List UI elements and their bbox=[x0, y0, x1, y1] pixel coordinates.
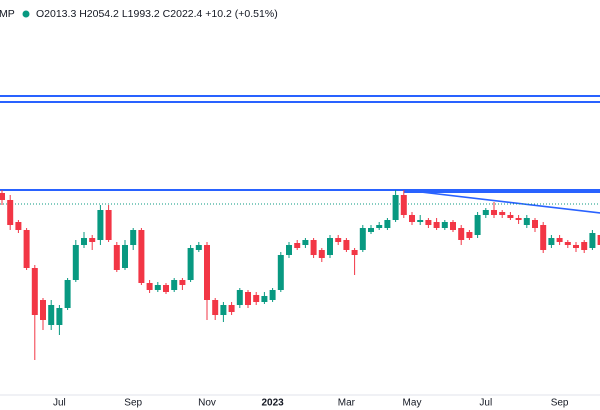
candle-body bbox=[64, 280, 71, 308]
candle-body bbox=[368, 228, 374, 232]
candle-body bbox=[441, 222, 448, 228]
candle-body bbox=[597, 235, 600, 245]
candle-body bbox=[507, 215, 514, 218]
candle-body bbox=[31, 268, 38, 315]
candle-body bbox=[540, 225, 547, 250]
candle-body bbox=[15, 222, 22, 230]
candle-body bbox=[0, 193, 5, 200]
candle-body bbox=[589, 233, 596, 248]
candle-body bbox=[351, 250, 358, 255]
candle-body bbox=[466, 232, 473, 238]
candle-body bbox=[327, 238, 333, 255]
candle-body bbox=[130, 230, 137, 245]
candle-body bbox=[491, 210, 497, 215]
candle-body bbox=[171, 280, 178, 290]
candle-body bbox=[359, 228, 366, 250]
candle-body bbox=[318, 250, 325, 258]
candle-body bbox=[23, 230, 30, 268]
candle-body bbox=[253, 295, 260, 302]
x-tick-label: Mar bbox=[338, 398, 356, 409]
candle-body bbox=[163, 285, 169, 292]
candle-body bbox=[343, 240, 350, 250]
candle-body bbox=[72, 245, 79, 280]
candle-body bbox=[105, 210, 112, 240]
x-tick-label: Jul bbox=[53, 398, 66, 409]
candle-body bbox=[474, 215, 481, 235]
candle-body bbox=[392, 195, 399, 220]
candle-body bbox=[122, 245, 128, 268]
candle-body bbox=[146, 283, 153, 290]
candle-body bbox=[97, 210, 104, 240]
candle-body bbox=[335, 238, 342, 242]
candle-body bbox=[302, 240, 309, 245]
candle-body bbox=[261, 296, 268, 302]
candle-body bbox=[425, 220, 432, 225]
trend-line bbox=[403, 189, 600, 214]
x-tick-label: 2023 bbox=[261, 398, 284, 409]
candle-body bbox=[138, 230, 145, 283]
candle-body bbox=[286, 245, 292, 255]
candle-body bbox=[400, 195, 407, 215]
candle-body bbox=[212, 300, 219, 315]
candle-body bbox=[294, 243, 301, 248]
candle-body bbox=[482, 210, 489, 215]
candle-body bbox=[409, 215, 415, 222]
x-tick-label: Nov bbox=[198, 398, 216, 409]
candle-body bbox=[277, 255, 284, 290]
candle-body bbox=[458, 228, 465, 240]
candle-body bbox=[154, 285, 161, 290]
candle-body bbox=[515, 218, 522, 220]
candle-body bbox=[187, 248, 194, 280]
candle-body bbox=[204, 245, 210, 300]
status-dot bbox=[22, 10, 30, 18]
candle-body bbox=[56, 308, 63, 325]
candle-body bbox=[7, 200, 14, 225]
candle-body bbox=[310, 240, 317, 255]
x-tick-label: Jul bbox=[479, 398, 492, 409]
candle-body bbox=[556, 238, 563, 242]
candle-body bbox=[548, 238, 555, 245]
candle-body bbox=[523, 218, 530, 225]
candle-body bbox=[195, 245, 202, 250]
candle-body bbox=[573, 245, 579, 248]
candle-body bbox=[113, 245, 120, 270]
x-tick-label: Sep bbox=[551, 398, 569, 409]
candle-body bbox=[376, 225, 383, 228]
candle-body bbox=[450, 222, 456, 230]
candle-body bbox=[384, 220, 391, 228]
candle-body bbox=[228, 305, 235, 312]
candle-body bbox=[179, 280, 186, 285]
candle-body bbox=[269, 290, 276, 300]
candle-body bbox=[499, 212, 506, 215]
candle-body bbox=[236, 290, 243, 305]
symbol: MP bbox=[0, 8, 15, 20]
candle-body bbox=[433, 222, 440, 228]
candle-body bbox=[532, 220, 538, 228]
candle-body bbox=[245, 292, 251, 305]
x-tick-label: May bbox=[403, 398, 422, 409]
x-tick-label: Sep bbox=[124, 398, 142, 409]
candle-body bbox=[40, 300, 46, 320]
candle-body bbox=[81, 238, 87, 245]
candle-body bbox=[581, 242, 588, 250]
candle-body bbox=[48, 305, 55, 325]
ohlc-legend: O2013.3 H2054.2 L1993.2 C2022.4 +10.2 (+… bbox=[36, 8, 278, 20]
candle-body bbox=[417, 220, 424, 222]
candle-body bbox=[564, 242, 571, 245]
candle-body bbox=[220, 305, 227, 315]
candle-body bbox=[89, 238, 96, 242]
